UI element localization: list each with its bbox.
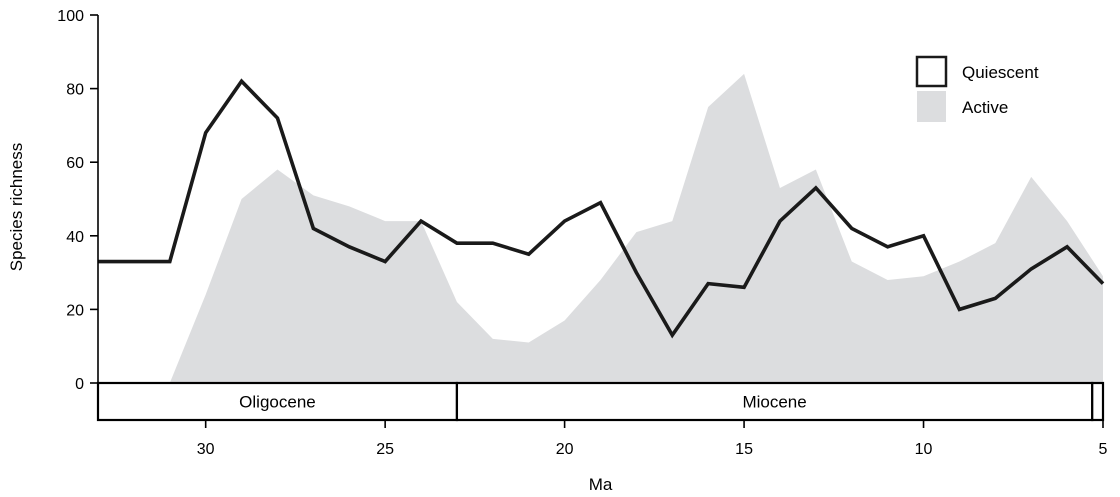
epoch-bar: Oligocene Miocene — [96, 381, 1105, 422]
plot-area — [98, 73, 1105, 383]
x-tick-label: 15 — [735, 441, 753, 458]
x-axis-title: Ma — [589, 475, 613, 494]
x-axis-ticks: 30 25 20 15 10 5 — [197, 420, 1108, 458]
y-tick-label: 80 — [66, 82, 84, 99]
y-tick-label: 40 — [66, 229, 84, 246]
epoch-label: Oligocene — [239, 393, 316, 412]
epoch-cell — [96, 381, 459, 422]
x-tick-label: 25 — [376, 441, 394, 458]
legend: Quiescent Active — [915, 55, 1039, 122]
x-tick-label: 30 — [197, 441, 215, 458]
y-tick-label: 60 — [66, 155, 84, 172]
x-tick-label: 5 — [1099, 441, 1108, 458]
y-axis-title: Species richness — [7, 143, 26, 272]
quiescent-series-line — [98, 78, 1105, 339]
x-tick-label: 20 — [556, 441, 574, 458]
x-tick-label: 10 — [915, 441, 933, 458]
legend-active-label: Active — [962, 98, 1008, 117]
y-tick-label: 0 — [75, 376, 84, 393]
epoch-label: Miocene — [742, 393, 806, 412]
epoch-cell — [1091, 381, 1105, 422]
y-tick-label: 20 — [66, 302, 84, 319]
y-tick-label: 100 — [57, 8, 84, 25]
legend-active-swatch — [917, 91, 946, 122]
epoch-cell — [455, 381, 1094, 422]
y-axis-ticks: 0 20 40 60 80 100 — [57, 8, 98, 393]
legend-quiescent-swatch — [915, 55, 948, 88]
active-series-area — [169, 73, 1104, 383]
legend-quiescent-label: Quiescent — [962, 63, 1039, 82]
